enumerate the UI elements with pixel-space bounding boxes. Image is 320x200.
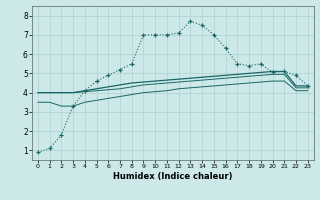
X-axis label: Humidex (Indice chaleur): Humidex (Indice chaleur) <box>113 172 233 181</box>
